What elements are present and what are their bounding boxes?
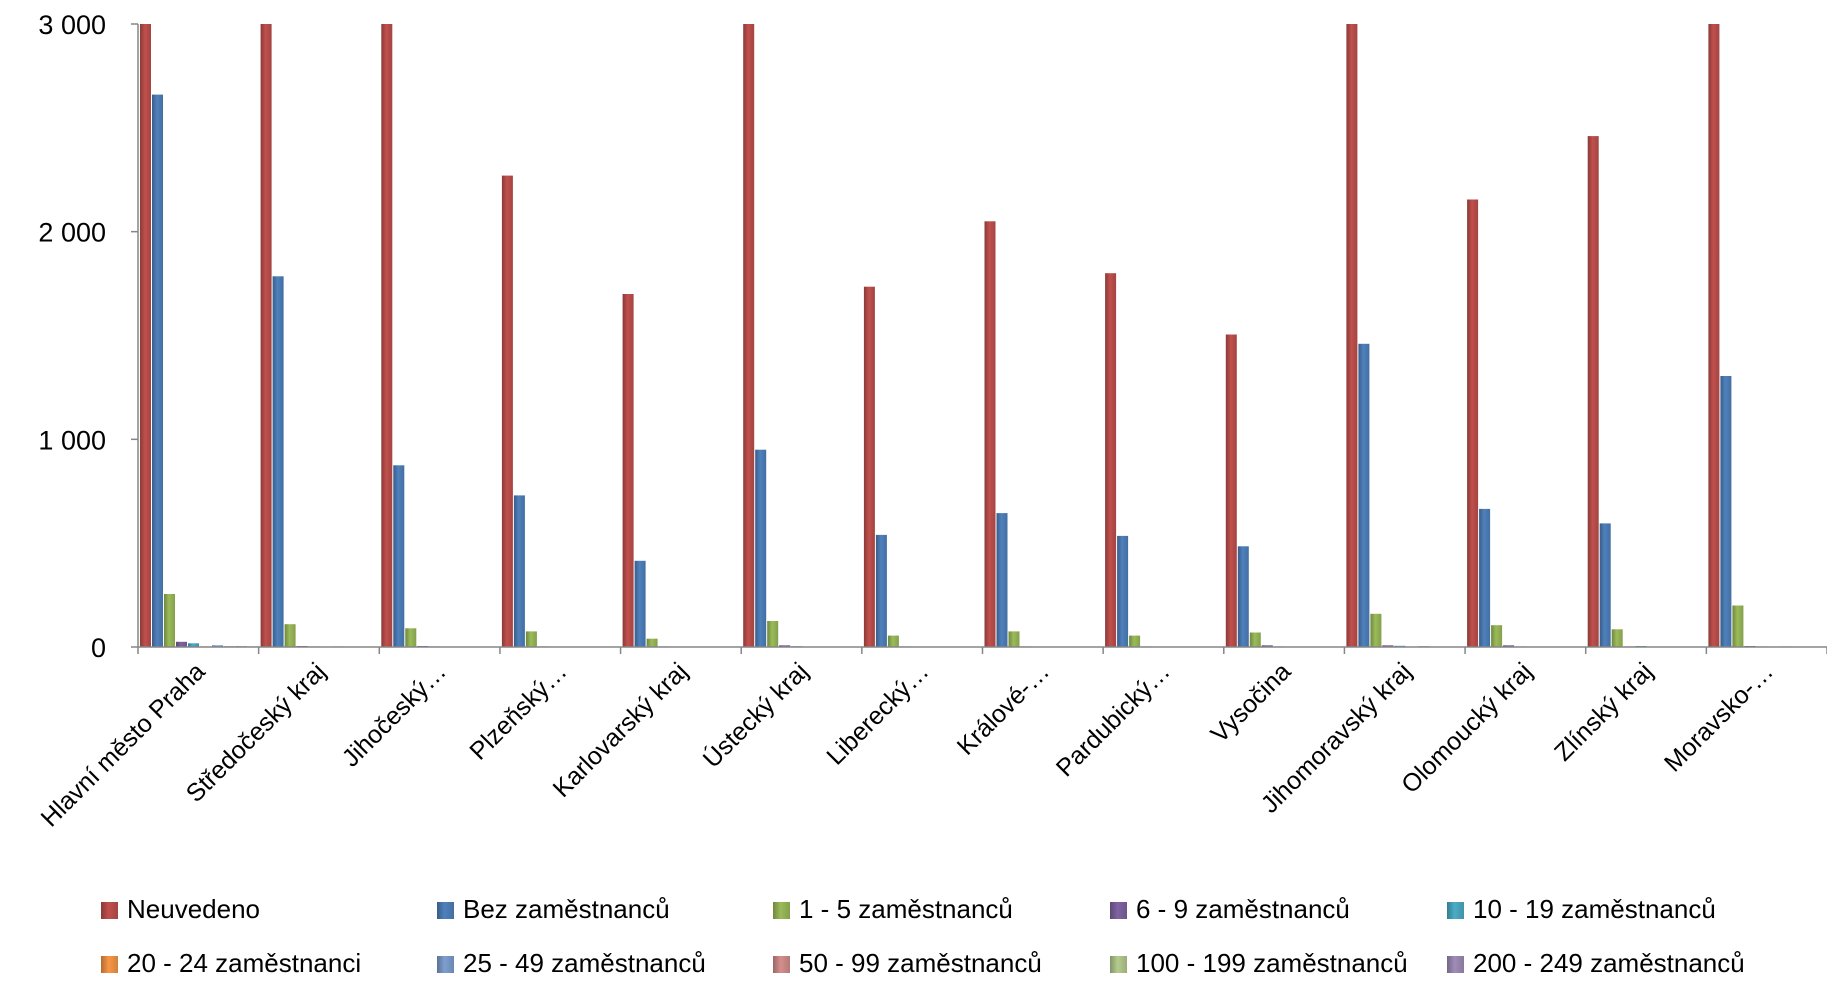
bar-2-1	[152, 94, 163, 648]
bar-1-7	[863, 286, 875, 647]
bar-2-6	[755, 449, 767, 647]
bar-3-4	[525, 631, 537, 647]
x-tick-label: Ústecký kraj	[697, 657, 814, 774]
legend-label: Neuvedeno	[127, 894, 260, 924]
bar-1-10	[1225, 334, 1237, 647]
x-tick-label: Králové-…	[952, 657, 1055, 760]
bar-3-9	[1129, 635, 1141, 647]
bar-2-13	[1599, 523, 1611, 647]
legend-swatch	[773, 902, 790, 919]
x-tick-label: Hlavní město Praha	[36, 657, 211, 832]
bar-2-2	[272, 276, 284, 647]
y-axis-ticks: 0 1 000 2 000 3 000	[38, 10, 138, 663]
bar-4-12	[1503, 645, 1515, 647]
bar-7-1	[212, 645, 223, 647]
y-tick-label: 2 000	[38, 218, 106, 248]
legend-label: 6 - 9 zaměstnanců	[1136, 894, 1350, 924]
x-tick-label: Liberecký…	[821, 657, 934, 770]
legend-label: 200 - 249 zaměstnanců	[1473, 948, 1745, 978]
bar-1-8	[984, 221, 996, 648]
x-tick-label: Zlínský kraj	[1549, 657, 1658, 766]
legend-swatch	[1447, 902, 1464, 919]
bar-3-2	[284, 624, 296, 647]
x-tick-label: Olomoucký kraj	[1396, 657, 1538, 799]
x-tick-label: Jihočeský…	[337, 657, 452, 772]
legend-swatch	[773, 956, 790, 973]
bar-1-12	[1467, 199, 1479, 647]
bar-5-1	[188, 643, 199, 647]
bar-3-12	[1491, 625, 1503, 647]
x-tick-label: Pardubický…	[1051, 657, 1176, 782]
bar-2-4	[513, 495, 525, 647]
bar-1-11	[1346, 24, 1358, 647]
legend-swatch	[1110, 902, 1127, 919]
bar-3-7	[887, 635, 899, 647]
bar-1-3	[381, 24, 393, 647]
bar-1-5	[622, 294, 634, 647]
bar-2-5	[634, 560, 646, 647]
legend-swatch	[101, 956, 118, 973]
legend-swatch	[1447, 956, 1464, 973]
bar-3-10	[1249, 632, 1261, 647]
bar-3-5	[646, 638, 658, 647]
bar-1-4	[501, 175, 513, 647]
bar-2-3	[393, 465, 405, 647]
bar-1-9	[1105, 273, 1117, 647]
y-tick-label: 0	[91, 633, 106, 663]
legend-label: 20 - 24 zaměstnanci	[127, 948, 361, 978]
bar-2-12	[1479, 508, 1491, 647]
legend-label: 1 - 5 zaměstnanců	[799, 894, 1013, 924]
legend-label: 100 - 199 zaměstnanců	[1136, 948, 1408, 978]
legend-label: 50 - 99 zaměstnanců	[799, 948, 1042, 978]
bar-3-1	[164, 594, 175, 647]
bar-2-14	[1720, 376, 1732, 647]
bar-4-6	[779, 645, 791, 647]
legend-swatch	[437, 902, 454, 919]
bar-2-11	[1358, 343, 1370, 647]
y-tick-label: 1 000	[38, 425, 106, 455]
bar-4-10	[1261, 645, 1273, 647]
legend-swatch	[1110, 956, 1127, 973]
bar-3-3	[405, 628, 417, 647]
x-tick-label: Moravsko-…	[1659, 657, 1779, 777]
bar-4-1	[176, 641, 187, 647]
legend: Neuvedeno Bez zaměstnanců 1 - 5 zaměstnanc…	[101, 894, 1745, 978]
bar-2-9	[1117, 535, 1129, 647]
bar-3-8	[1008, 631, 1020, 647]
bar-1-14	[1708, 24, 1720, 647]
bar-1-13	[1587, 136, 1599, 647]
legend-swatch	[437, 956, 454, 973]
legend-label: Bez zaměstnanců	[463, 894, 670, 924]
x-tick-label: Plzeňský…	[464, 657, 572, 765]
bar-4-11	[1382, 645, 1394, 647]
legend-label: 10 - 19 zaměstnanců	[1473, 894, 1716, 924]
bar-1-2	[260, 24, 272, 647]
legend-swatch	[101, 902, 118, 919]
bar-1-1	[140, 24, 151, 647]
bar-2-7	[875, 534, 887, 647]
bar-2-8	[996, 513, 1008, 647]
x-tick-label: Vysočina	[1205, 657, 1296, 748]
bar-1-6	[743, 24, 755, 647]
bar-3-11	[1370, 613, 1382, 647]
bar-3-13	[1611, 629, 1623, 647]
bars-layer	[140, 24, 1827, 648]
bar-3-6	[767, 621, 779, 647]
bar-3-14	[1732, 605, 1744, 647]
legend-label: 25 - 49 zaměstnanců	[463, 948, 706, 978]
y-tick-label: 3 000	[38, 10, 106, 40]
bar-2-10	[1237, 546, 1249, 647]
